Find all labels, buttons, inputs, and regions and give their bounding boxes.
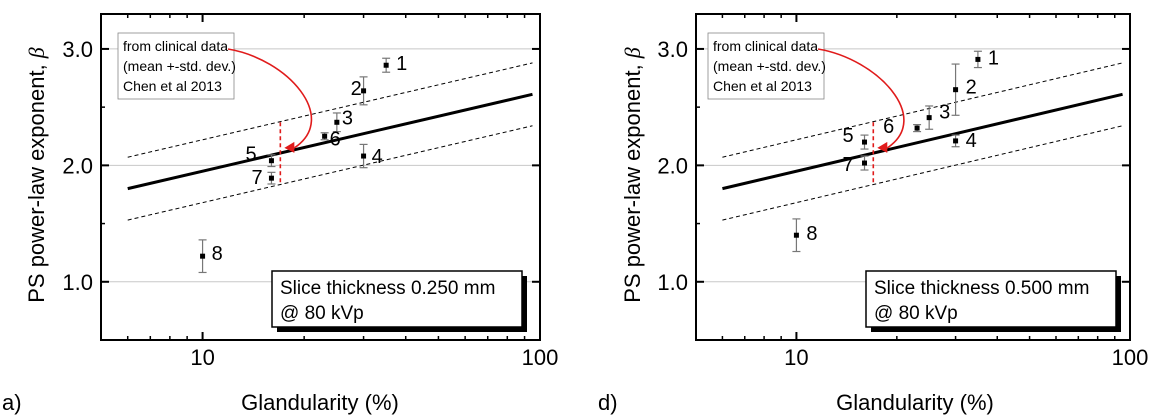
point-label: 3 <box>939 102 950 124</box>
y-tick-label: 1.0 <box>657 270 688 295</box>
data-point <box>914 125 920 131</box>
annotation-box <box>117 32 235 100</box>
panel-a: a) PS power-law exponent, β Glandularity… <box>2 13 559 415</box>
band-lower-line <box>127 125 533 221</box>
legend-box <box>865 270 1117 328</box>
annotation-text: (mean +-std. dev.) <box>713 58 826 74</box>
plot-area: 1.0 2.0 3.0 10 100 from clinical data (mean +-… <box>62 13 559 370</box>
point-label: 8 <box>212 243 223 265</box>
annotation-text: from clinical data <box>713 38 818 54</box>
x-axis-label: Glandularity (%) <box>241 390 399 415</box>
point-label: 4 <box>966 130 977 152</box>
y-tick-label: 2.0 <box>62 153 93 178</box>
data-point <box>953 87 959 93</box>
band-lower-line <box>722 125 1123 221</box>
data-point <box>793 232 799 238</box>
panel-label: d) <box>598 390 618 415</box>
band-upper-line <box>127 62 533 158</box>
data-point <box>268 175 274 181</box>
point-label: 7 <box>843 154 854 176</box>
x-axis-label: Glandularity (%) <box>836 390 994 415</box>
y-tick-label: 2.0 <box>657 153 688 178</box>
point-label: 1 <box>396 53 407 75</box>
data-point <box>361 153 367 159</box>
legend-box <box>271 270 523 328</box>
point-label: 7 <box>251 167 262 189</box>
data-point <box>334 119 340 125</box>
point-label: 6 <box>883 116 894 138</box>
y-tick-label: 3.0 <box>657 37 688 62</box>
y-axis-label: PS power-law exponent, β <box>620 47 645 303</box>
y-tick-label: 1.0 <box>62 270 93 295</box>
data-point <box>200 253 206 259</box>
data-point <box>361 88 367 94</box>
point-label: 5 <box>245 144 256 166</box>
legend-text: Slice thickness 0.250 mm <box>280 278 495 299</box>
clinical-arrow-head <box>877 141 888 153</box>
legend-text: @ 80 kVp <box>280 303 364 324</box>
panel-d: d) PS power-law exponent, β Glandularity… <box>598 13 1149 415</box>
y-axis-label: PS power-law exponent, β <box>24 47 49 303</box>
annotation-text: Chen et al 2013 <box>713 78 812 94</box>
point-label: 2 <box>966 77 977 99</box>
plot-frame <box>695 13 1131 341</box>
x-tick-label: 10 <box>784 345 808 370</box>
clinical-arrow-head <box>284 141 295 153</box>
data-point <box>322 133 328 139</box>
y-tick-label: 3.0 <box>62 37 93 62</box>
annotation-text: (mean +-std. dev.) <box>123 58 236 74</box>
legend-text: @ 80 kVp <box>874 303 958 324</box>
x-tick-label: 100 <box>522 345 559 370</box>
x-tick-label: 100 <box>1112 345 1149 370</box>
annotation-text: from clinical data <box>123 38 228 54</box>
data-point <box>926 115 932 121</box>
point-label: 3 <box>342 107 353 129</box>
point-label: 4 <box>372 146 383 168</box>
data-point <box>975 56 981 62</box>
legend-text: Slice thickness 0.500 mm <box>874 278 1089 299</box>
data-point <box>268 158 274 164</box>
point-label: 2 <box>351 78 362 100</box>
panel-label: a) <box>2 390 22 415</box>
point-label: 1 <box>988 47 999 69</box>
fit-line <box>722 92 1123 191</box>
point-label: 8 <box>806 223 817 245</box>
point-label: 5 <box>843 125 854 147</box>
annotation-box <box>707 32 825 100</box>
data-point <box>953 138 959 144</box>
point-label: 6 <box>330 128 341 150</box>
data-point <box>862 160 868 166</box>
clinical-arrow <box>817 48 905 149</box>
annotation-text: Chen et al 2013 <box>123 78 222 94</box>
data-point <box>862 139 868 145</box>
clinical-arrow <box>227 48 313 149</box>
band-upper-line <box>722 62 1123 158</box>
fit-line <box>127 92 533 191</box>
plot-area: 1.0 2.0 3.0 10 100 from clinical data (mean +-… <box>657 13 1149 370</box>
x-tick-label: 10 <box>190 345 214 370</box>
plot-frame <box>100 13 541 341</box>
data-point <box>383 62 389 68</box>
